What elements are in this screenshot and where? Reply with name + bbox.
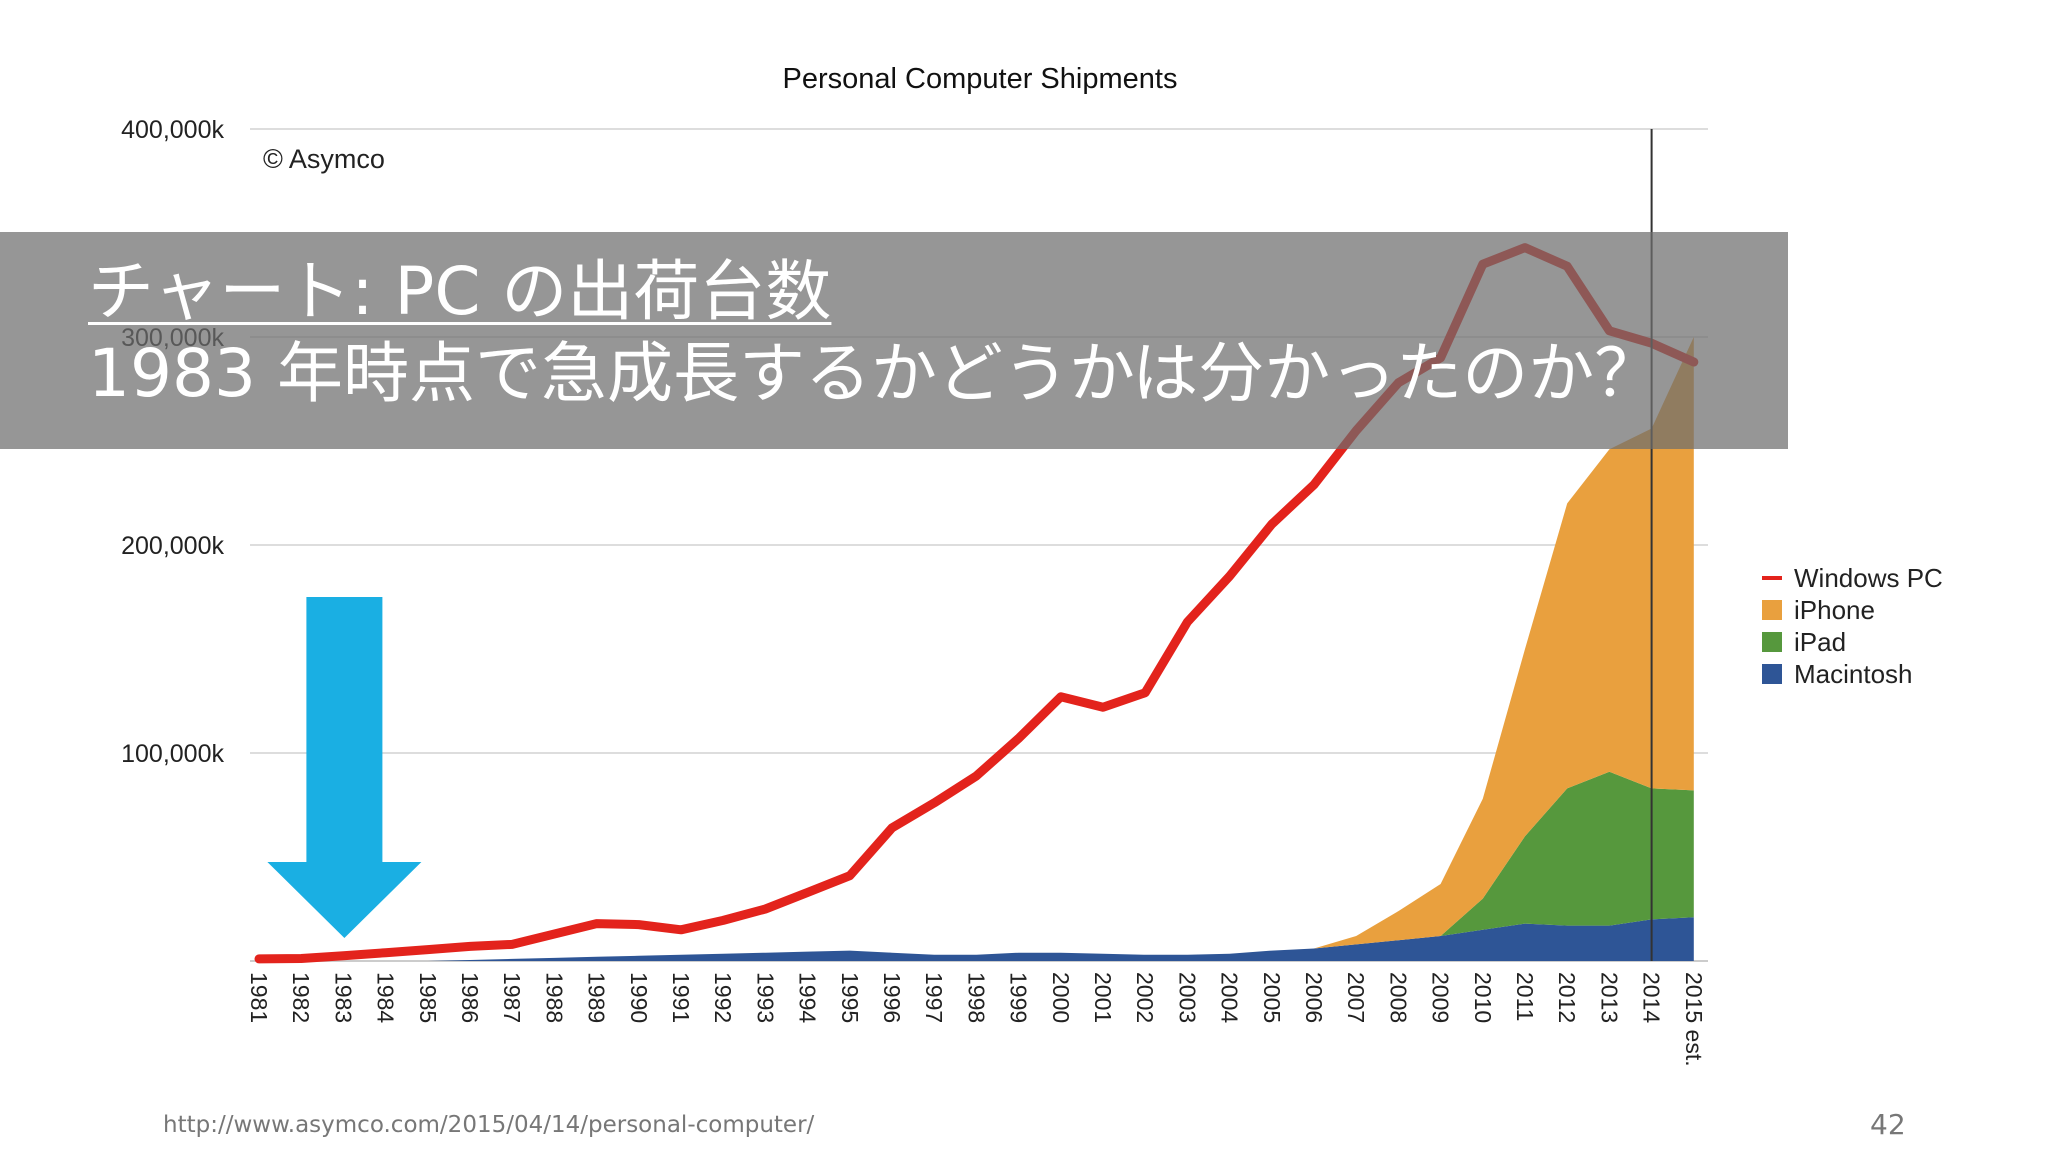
legend-label-ipad: iPad	[1794, 627, 1847, 657]
x-tick-label: 2006	[1301, 972, 1327, 1023]
caption-overlay	[0, 232, 1788, 449]
legend-swatch-iphone	[1762, 600, 1782, 620]
x-tick-label: 2014	[1639, 972, 1665, 1023]
legend-label-iphone: iPhone	[1794, 595, 1875, 625]
caption-question: 1983 年時点で急成長するかどうかは分かったのか？	[88, 335, 1661, 412]
x-tick-label: 1983	[330, 972, 356, 1023]
legend-label-windows-pc: Windows PC	[1794, 563, 1943, 593]
x-tick-label: 1985	[415, 972, 441, 1023]
x-tick-label: 1984	[373, 972, 399, 1023]
x-tick-label: 1982	[288, 972, 314, 1023]
x-tick-label: 1993	[752, 972, 778, 1023]
x-tick-label: 2011	[1512, 972, 1538, 1021]
x-tick-label: 1995	[837, 972, 863, 1023]
x-tick-label: 2000	[1048, 972, 1074, 1023]
x-tick-label: 2015 est.	[1681, 972, 1707, 1067]
area-macintosh	[259, 917, 1694, 961]
copyright-annotation: © Asymco	[263, 144, 385, 174]
x-tick-label: 2002	[1132, 972, 1158, 1023]
x-tick-label: 2008	[1385, 972, 1411, 1023]
x-tick-label: 2003	[1174, 972, 1200, 1023]
x-tick-label: 1991	[668, 972, 694, 1023]
x-tick-label: 2004	[1217, 972, 1243, 1023]
x-tick-label: 1996	[879, 972, 905, 1023]
x-tick-label: 1999	[1006, 972, 1032, 1023]
stacked-areas	[259, 337, 1694, 961]
down-arrow	[267, 597, 422, 938]
x-tick-label: 1988	[541, 972, 567, 1023]
legend-swatch-windows-pc	[1762, 576, 1782, 580]
x-tick-label: 1989	[584, 972, 610, 1023]
x-tick-label: 1998	[963, 972, 989, 1023]
source-link[interactable]: http://www.asymco.com/2015/04/14/persona…	[163, 1112, 815, 1138]
x-tick-label: 1997	[921, 972, 947, 1023]
legend-label-macintosh: Macintosh	[1794, 659, 1913, 689]
down-arrow-icon	[267, 597, 422, 938]
x-tick-label: 1987	[499, 972, 525, 1023]
y-tick-label: 100,000k	[121, 740, 224, 768]
chart-title: Personal Computer Shipments	[783, 63, 1178, 95]
y-tick-label: 400,000k	[121, 116, 224, 144]
x-tick-label: 1992	[710, 972, 736, 1023]
x-axis-labels: 1981 1982 1983 1984 1985 1986 1987 1988 1989 1990…	[246, 972, 1707, 1067]
legend-swatch-macintosh	[1762, 664, 1782, 684]
x-tick-label: 2005	[1259, 972, 1285, 1023]
x-tick-label: 2007	[1343, 972, 1369, 1023]
legend-swatch-ipad	[1762, 632, 1782, 652]
page-number: 42	[1870, 1108, 1906, 1141]
x-tick-label: 2010	[1470, 972, 1496, 1023]
x-tick-label: 2001	[1090, 972, 1116, 1023]
x-tick-label: 1994	[795, 972, 821, 1023]
x-tick-label: 1981	[246, 972, 272, 1023]
y-tick-label: 200,000k	[121, 532, 224, 560]
x-tick-label: 2013	[1596, 972, 1622, 1023]
x-tick-label: 1986	[457, 972, 483, 1023]
x-tick-label: 2012	[1554, 972, 1580, 1023]
caption-heading: チャート: PC の出荷台数	[88, 253, 832, 330]
x-tick-label: 1990	[626, 972, 652, 1023]
x-tick-label: 2009	[1428, 972, 1454, 1023]
